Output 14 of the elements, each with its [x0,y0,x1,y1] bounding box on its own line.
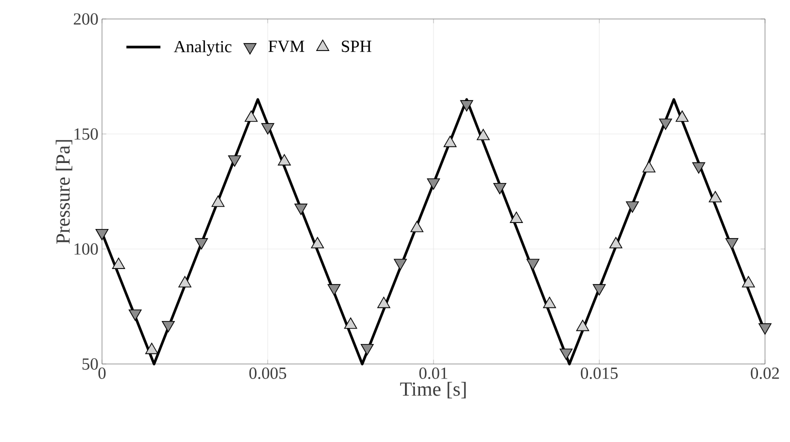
x-tick-label: 0.005 [249,368,286,379]
x-tick-label: 0.02 [750,368,779,379]
y-tick-label: 100 [74,243,98,255]
x-axis-title: Time [s] [400,382,466,398]
legend-label: Analytic [174,40,232,56]
x-tick-label: 0.01 [419,368,448,379]
y-axis-title: Pressure [Pa] [56,140,72,244]
y-tick-label: 150 [74,128,98,140]
x-tick-label: 0.015 [580,368,618,379]
y-tick-label: 200 [74,13,98,25]
legend-label: SPH [342,40,372,52]
legend-label: FVM [268,40,304,52]
x-tick-label: 0 [98,368,106,379]
y-tick-label: 50 [82,358,98,370]
